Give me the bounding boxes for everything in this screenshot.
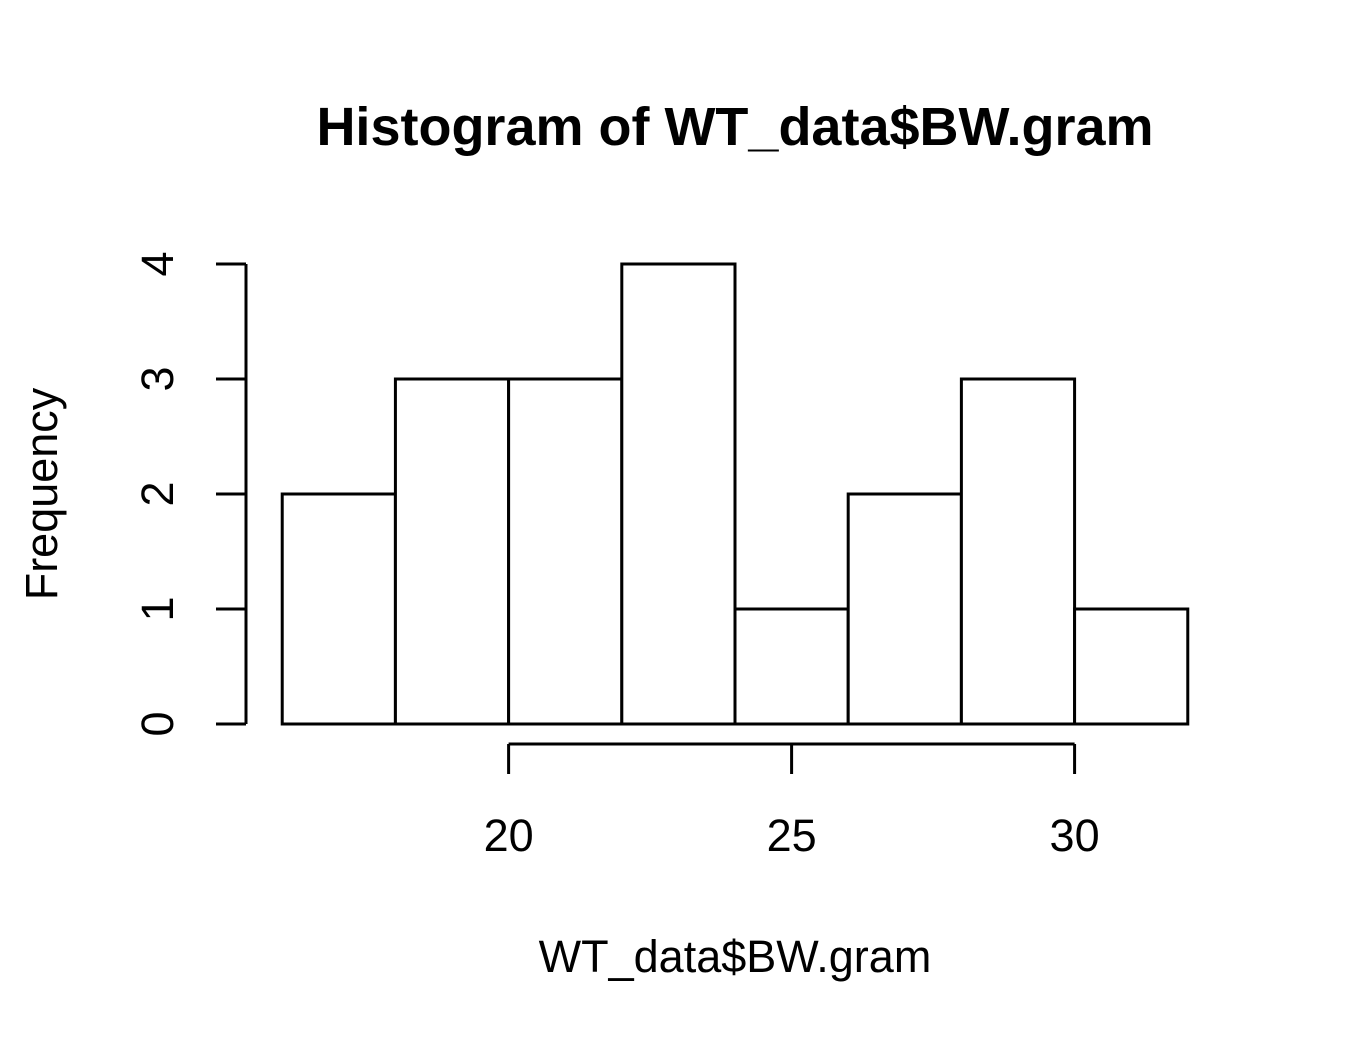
y-tick-label-2: 2 xyxy=(132,481,183,506)
histogram-bar-1 xyxy=(393,377,511,726)
chart-title: Histogram of WT_data$BW.gram xyxy=(316,97,1153,157)
histogram-bar-4 xyxy=(733,607,850,726)
histogram-bar-7 xyxy=(1073,607,1190,726)
y-tick-label-1: 1 xyxy=(132,596,183,621)
y-axis-label: Frequency xyxy=(16,387,67,600)
histogram-bar-6 xyxy=(959,377,1077,726)
x-axis-label: WT_data$BW.gram xyxy=(539,931,932,982)
x-tick-label-2: 30 xyxy=(1050,810,1100,861)
x-tick-label-0: 20 xyxy=(484,810,534,861)
histogram-bar-5 xyxy=(846,492,963,726)
histogram-bar-2 xyxy=(507,377,624,726)
histogram-bar-3 xyxy=(620,262,737,726)
y-tick-label-4: 4 xyxy=(132,251,183,276)
histogram-bar-0 xyxy=(280,492,397,726)
x-tick-label-1: 25 xyxy=(767,810,817,861)
y-tick-label-3: 3 xyxy=(132,366,183,391)
y-axis: 0 1 2 3 4 xyxy=(132,251,248,737)
bars-group xyxy=(280,262,1190,726)
y-tick-label-0: 0 xyxy=(132,711,183,736)
x-axis: 20 25 30 xyxy=(484,742,1100,861)
